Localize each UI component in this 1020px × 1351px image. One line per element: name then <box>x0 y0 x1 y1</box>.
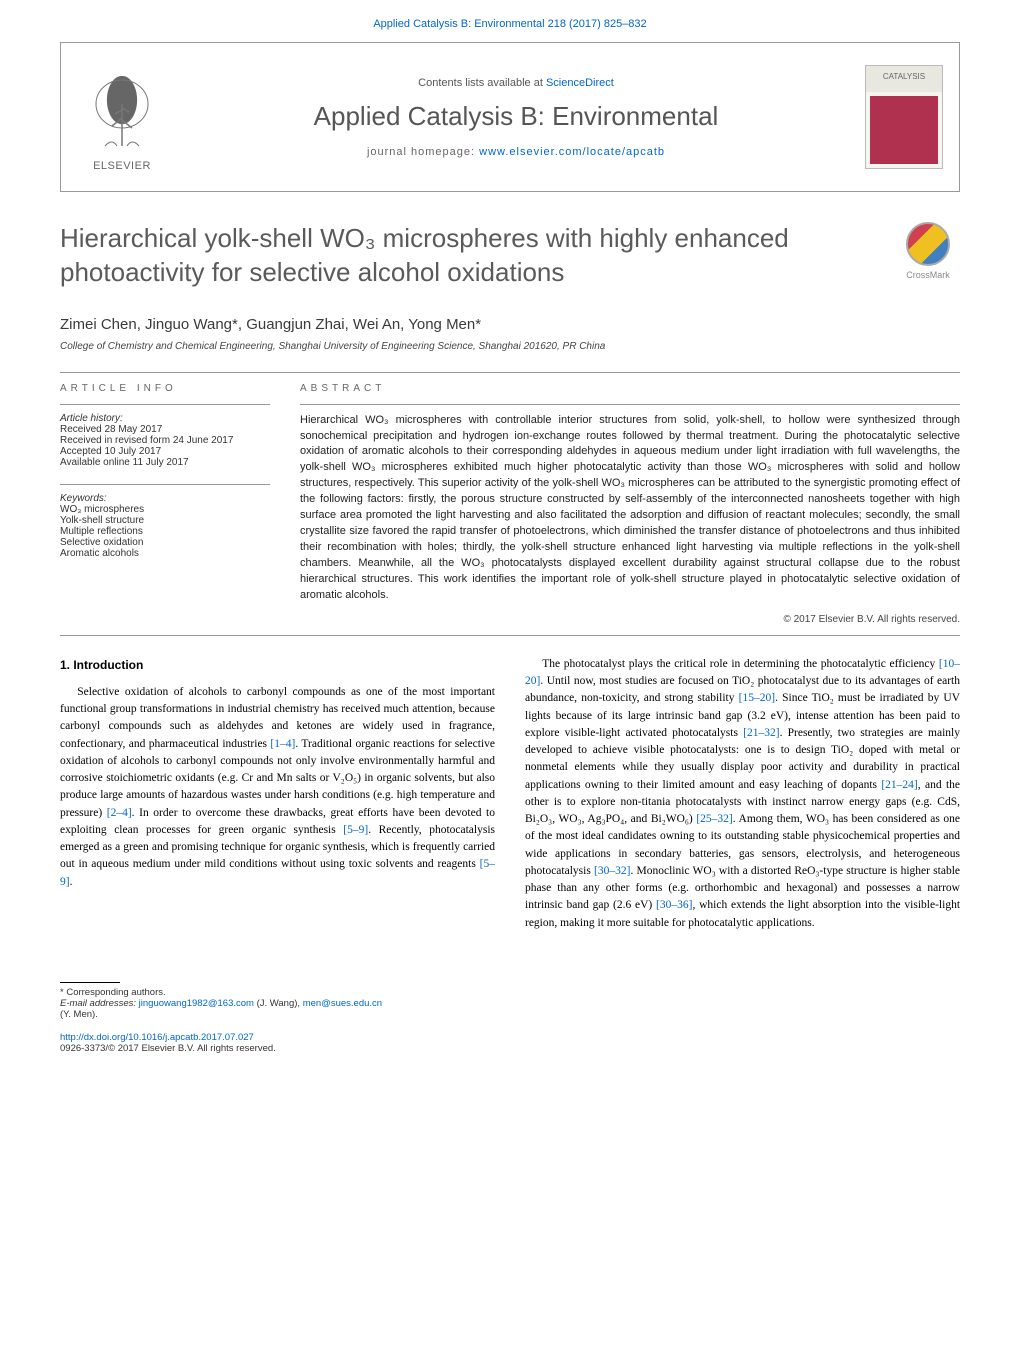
divider-1 <box>60 372 960 373</box>
email-name-2: (Y. Men). <box>60 1009 480 1020</box>
cover-label: CATALYSIS <box>866 66 942 92</box>
abstract-label: abstract <box>300 383 960 394</box>
journal-header-box: ELSEVIER Contents lists available at Sci… <box>60 42 960 192</box>
article-title: Hierarchical yolk-shell WO₃ microspheres… <box>60 222 876 290</box>
email-addresses: E-mail addresses: jinguowang1982@163.com… <box>60 998 480 1009</box>
homepage-link[interactable]: www.elsevier.com/locate/apcatb <box>479 146 665 158</box>
citation-link[interactable]: [15–20] <box>739 692 775 704</box>
article-info-column: article info Article history: Received 2… <box>60 383 270 625</box>
email-name-1: (J. Wang), <box>254 998 303 1009</box>
doi-block: http://dx.doi.org/10.1016/j.apcatb.2017.… <box>60 1032 960 1054</box>
abstract-column: abstract Hierarchical WO₃ microspheres w… <box>300 383 960 625</box>
article-info-label: article info <box>60 383 270 394</box>
article-history: Article history: Received 28 May 2017 Re… <box>60 413 270 468</box>
keywords-block: Keywords: WO₃ microspheres Yolk-shell st… <box>60 493 270 559</box>
citation-link[interactable]: [5–9] <box>343 824 368 836</box>
abstract-divider <box>300 404 960 405</box>
affiliation-line: College of Chemistry and Chemical Engine… <box>60 341 960 352</box>
elsevier-label: ELSEVIER <box>93 160 151 172</box>
journal-cover-thumbnail: CATALYSIS <box>865 65 943 169</box>
keyword: Multiple reflections <box>60 526 270 537</box>
body-column-left: 1. Introduction Selective oxidation of a… <box>60 656 495 932</box>
header-citation: Applied Catalysis B: Environmental 218 (… <box>0 0 1020 36</box>
crossmark-icon <box>906 222 950 266</box>
sciencedirect-link[interactable]: ScienceDirect <box>546 77 614 89</box>
citation-link[interactable]: Applied Catalysis B: Environmental 218 (… <box>373 18 646 30</box>
keyword: Selective oxidation <box>60 537 270 548</box>
homepage-prefix: journal homepage: <box>367 146 479 158</box>
citation-link[interactable]: [25–32] <box>696 813 732 825</box>
footnotes: * Corresponding authors. E-mail addresse… <box>60 982 480 1020</box>
crossmark-label: CrossMark <box>896 270 960 280</box>
crossmark-badge[interactable]: CrossMark <box>896 222 960 280</box>
text-frag: The photocatalyst plays the critical rol… <box>542 658 939 670</box>
authors-line: Zimei Chen, Jinguo Wang*, Guangjun Zhai,… <box>60 316 960 333</box>
intro-heading: 1. Introduction <box>60 656 495 674</box>
citation-link[interactable]: [1–4] <box>270 738 295 750</box>
divider-2 <box>60 635 960 636</box>
keywords-divider <box>60 484 270 485</box>
text-frag: . <box>70 876 73 888</box>
citation-link[interactable]: [2–4] <box>107 807 132 819</box>
body-text: 1. Introduction Selective oxidation of a… <box>60 656 960 932</box>
info-divider <box>60 404 270 405</box>
abstract-copyright: © 2017 Elsevier B.V. All rights reserved… <box>300 614 960 625</box>
intro-paragraph-2: The photocatalyst plays the critical rol… <box>525 656 960 932</box>
keyword: WO₃ microspheres <box>60 504 270 515</box>
corresponding-authors: * Corresponding authors. <box>60 987 480 998</box>
header-center: Contents lists available at ScienceDirec… <box>167 77 865 158</box>
email-link-1[interactable]: jinguowang1982@163.com <box>139 998 254 1009</box>
footnote-divider <box>60 982 120 983</box>
abstract-text: Hierarchical WO₃ microspheres with contr… <box>300 413 960 604</box>
citation-link[interactable]: [21–24] <box>881 779 917 791</box>
history-line: Received 28 May 2017 <box>60 424 270 435</box>
journal-title: Applied Catalysis B: Environmental <box>167 101 865 132</box>
elsevier-tree-icon <box>87 76 157 156</box>
intro-paragraph-1: Selective oxidation of alcohols to carbo… <box>60 684 495 891</box>
issn-copyright: 0926-3373/© 2017 Elsevier B.V. All right… <box>60 1043 960 1054</box>
cover-image <box>870 96 938 164</box>
email-label: E-mail addresses: <box>60 998 139 1009</box>
journal-homepage: journal homepage: www.elsevier.com/locat… <box>167 146 865 158</box>
history-line: Received in revised form 24 June 2017 <box>60 435 270 446</box>
history-heading: Article history: <box>60 413 270 424</box>
citation-link[interactable]: [30–32] <box>594 865 630 877</box>
citation-link[interactable]: [30–36] <box>656 899 692 911</box>
email-link-2[interactable]: men@sues.edu.cn <box>303 998 382 1009</box>
history-line: Accepted 10 July 2017 <box>60 446 270 457</box>
history-line: Available online 11 July 2017 <box>60 457 270 468</box>
body-column-right: The photocatalyst plays the critical rol… <box>525 656 960 932</box>
elsevier-logo: ELSEVIER <box>77 62 167 172</box>
citation-link[interactable]: [21–32] <box>743 727 779 739</box>
doi-link[interactable]: http://dx.doi.org/10.1016/j.apcatb.2017.… <box>60 1032 254 1043</box>
keywords-heading: Keywords: <box>60 493 270 504</box>
contents-line: Contents lists available at ScienceDirec… <box>167 77 865 89</box>
keyword: Aromatic alcohols <box>60 548 270 559</box>
contents-prefix: Contents lists available at <box>418 77 546 89</box>
keyword: Yolk-shell structure <box>60 515 270 526</box>
